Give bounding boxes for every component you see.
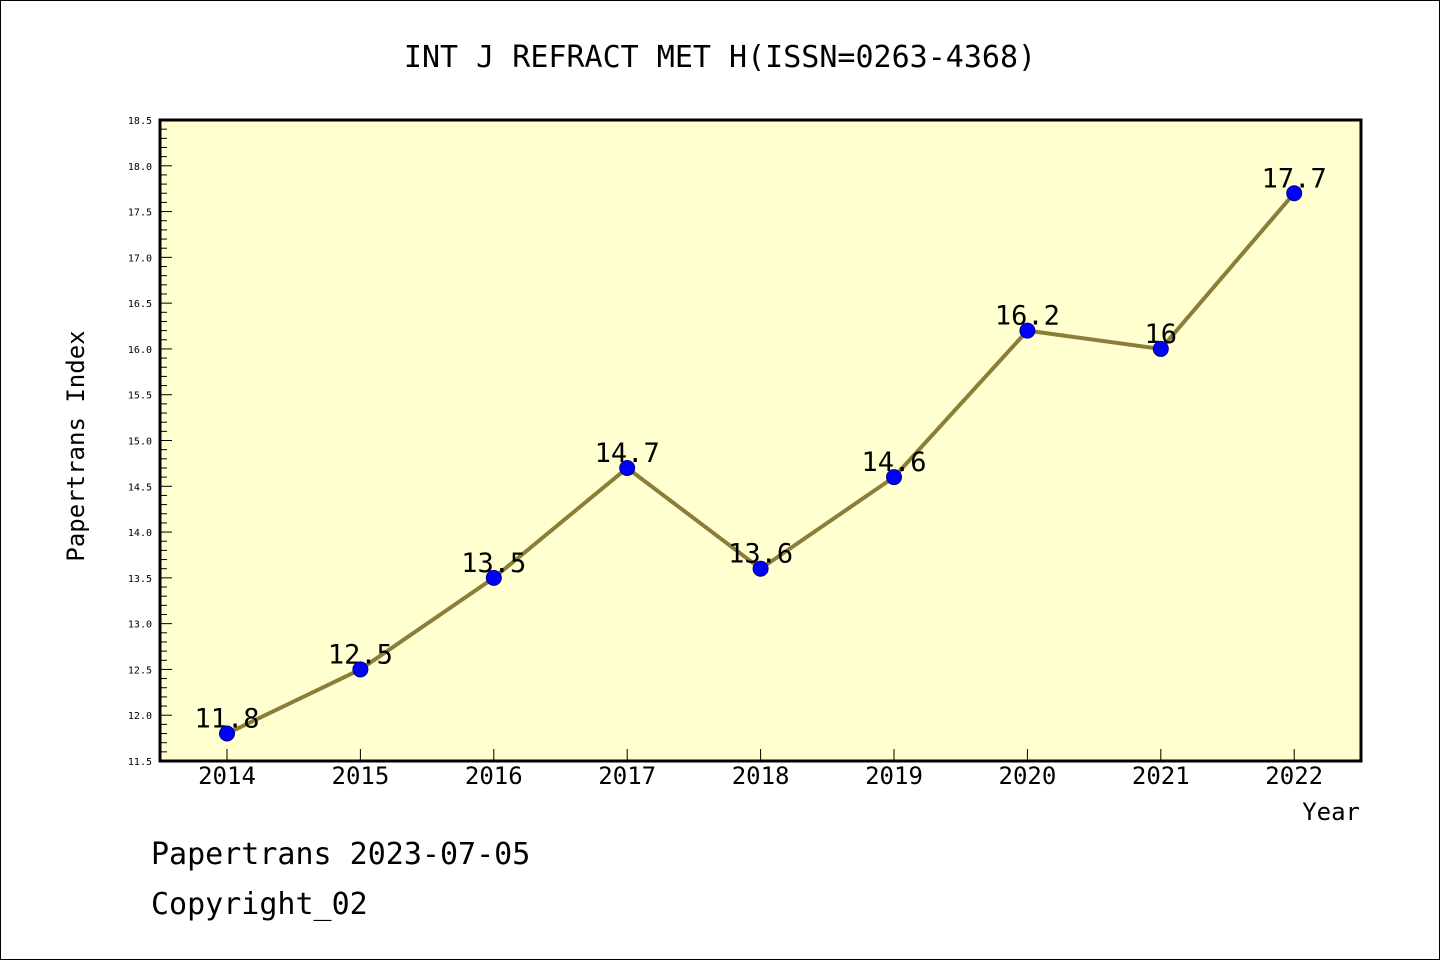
y-tick-label: 17.5	[128, 208, 152, 219]
x-tick-label: 2022	[1265, 762, 1323, 790]
y-tick-label: 16.0	[128, 345, 152, 356]
data-point	[752, 560, 769, 577]
x-tick-label: 2019	[865, 762, 923, 790]
chart-title: INT J REFRACT MET H(ISSN=0263-4368)	[404, 40, 1036, 75]
data-point	[1019, 322, 1036, 339]
y-tick-label: 12.0	[128, 711, 152, 722]
y-tick-label: 18.0	[128, 162, 152, 173]
data-point	[619, 459, 636, 476]
x-axis: 2014 2015 2016 2017 2018 2019 2020 2021 2022	[198, 749, 1323, 790]
y-tick-label: 15.5	[128, 391, 152, 402]
x-tick-label: 2016	[465, 762, 523, 790]
y-tick-label: 11.5	[128, 757, 152, 768]
x-tick-label: 2014	[198, 762, 256, 790]
data-point	[485, 569, 502, 586]
data-point	[886, 469, 902, 486]
y-tick-label: 17.0	[128, 253, 152, 264]
y-tick-label: 12.5	[128, 665, 152, 676]
x-tick-label: 2021	[1132, 762, 1190, 790]
x-tick-label: 2017	[598, 762, 656, 790]
y-tick-label: 14.0	[128, 528, 152, 539]
y-axis: 11.5 12.0 12.5 13.0 13.5 14.0 14.5 15.0 15.5 16.0…	[128, 116, 172, 768]
y-tick-label: 13.0	[128, 620, 152, 631]
y-axis-label: Papertrans Index	[62, 330, 90, 561]
plot-area	[158, 118, 1363, 763]
x-axis-label: Year	[1302, 798, 1360, 826]
x-tick-label: 2020	[999, 762, 1057, 790]
footer-copyright: Copyright_02	[151, 887, 368, 922]
x-tick-label: 2015	[332, 762, 390, 790]
y-tick-label: 18.5	[128, 116, 152, 127]
y-tick-label: 14.5	[128, 482, 152, 493]
footer-date: Papertrans 2023-07-05	[151, 837, 531, 872]
x-tick-label: 2018	[732, 762, 790, 790]
data-point	[1152, 340, 1169, 357]
data-markers	[219, 185, 1303, 742]
data-point	[219, 725, 235, 742]
data-point	[352, 661, 369, 678]
data-point	[1286, 185, 1303, 202]
y-tick-label: 15.0	[128, 437, 152, 448]
y-tick-label: 16.5	[128, 299, 152, 310]
y-tick-label: 13.5	[128, 574, 152, 585]
